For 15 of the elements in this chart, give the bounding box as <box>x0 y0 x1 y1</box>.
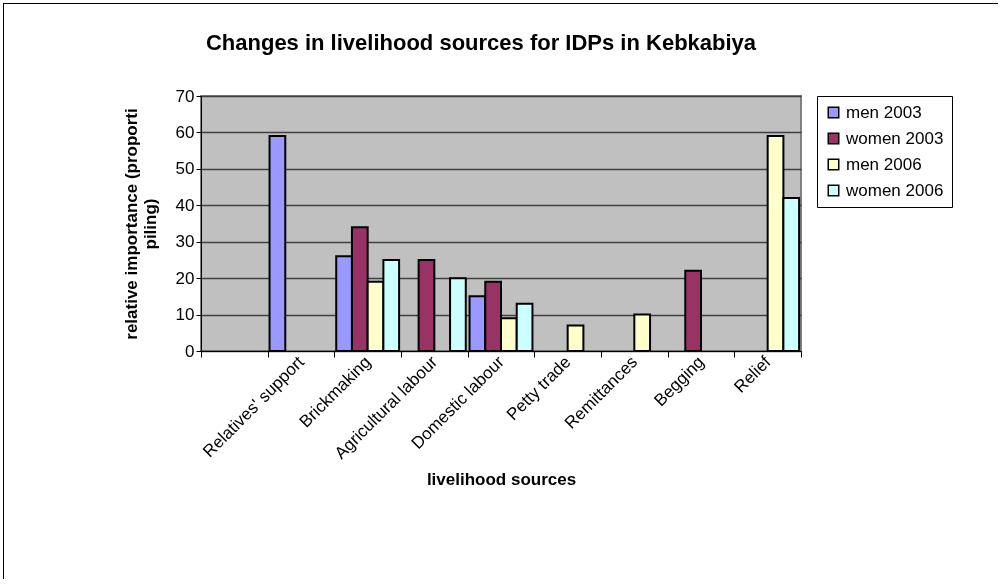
y-tick-label: 70 <box>175 86 195 106</box>
legend-label: women 2006 <box>845 180 944 200</box>
y-tick-label: 30 <box>175 232 195 252</box>
y-axis-title: relative importance (proporti piling) <box>121 108 160 340</box>
y-tick-label: 0 <box>185 341 195 361</box>
x-axis-title: livelihood sources <box>426 470 577 490</box>
legend-label: men 2003 <box>846 102 922 122</box>
legend-label: men 2006 <box>846 154 922 174</box>
y-tick-label: 60 <box>175 122 195 142</box>
y-tick-label: 20 <box>175 268 195 288</box>
chart-title: Changes in livelihood sources for IDPs in Kebkabiya <box>205 30 757 55</box>
y-tick-label: 50 <box>175 159 195 179</box>
legend-label: women 2003 <box>845 128 944 148</box>
y-tick-label: 10 <box>175 305 195 325</box>
y-tick-label: 40 <box>175 195 195 215</box>
